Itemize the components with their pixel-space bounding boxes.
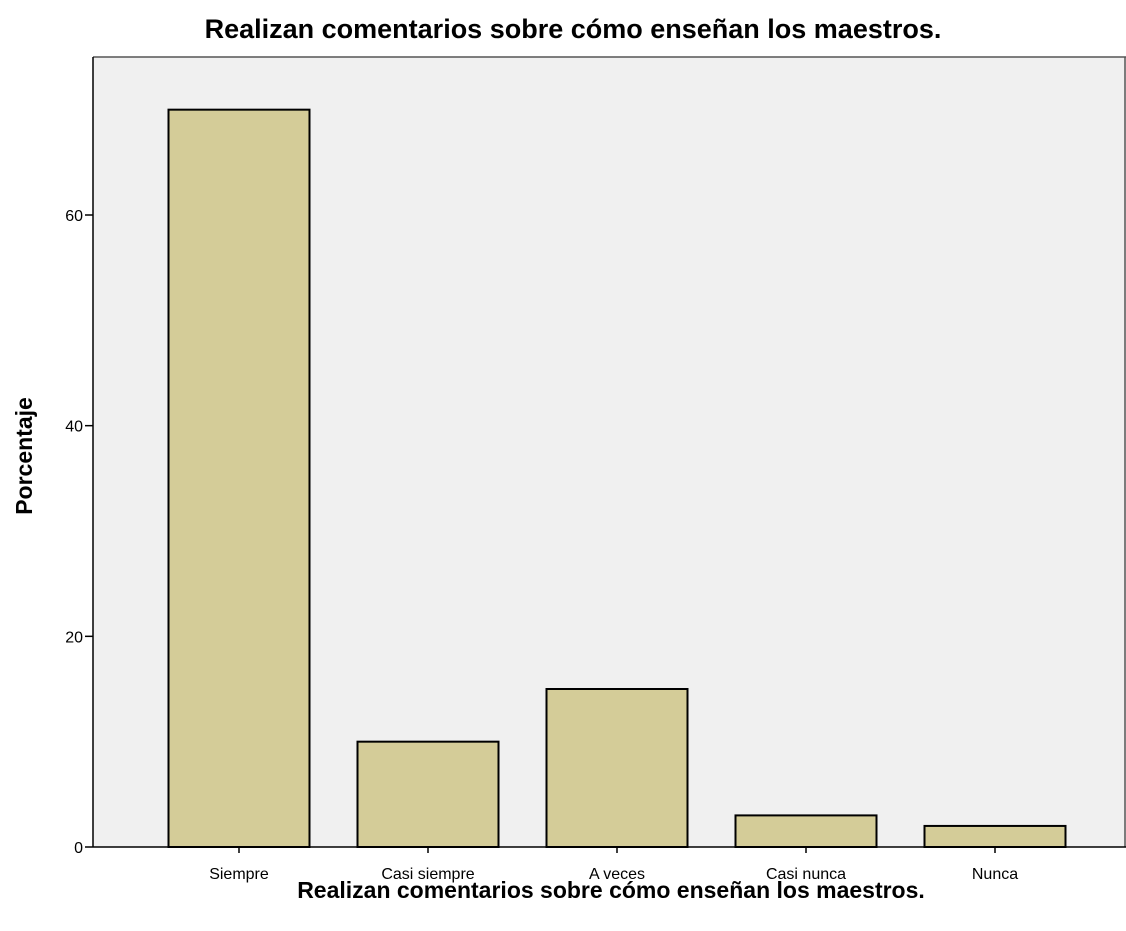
- y-axis-title: Porcentaje: [11, 397, 37, 515]
- x-tick-label: A veces: [589, 866, 645, 883]
- y-tick-label: 60: [65, 208, 83, 225]
- x-axis-title: Realizan comentarios sobre cómo enseñan …: [297, 877, 925, 903]
- bars-group: [167, 108, 1067, 849]
- bar-siempre: [167, 108, 311, 848]
- x-tick-label: Siempre: [209, 866, 269, 883]
- y-ticks-group: 0 20 40 60: [65, 208, 93, 857]
- y-tick-label: 40: [65, 419, 83, 436]
- bar-casi-nunca: [734, 814, 878, 849]
- x-tick-label: Casi siempre: [381, 866, 474, 883]
- bar-casi-siempre: [356, 740, 500, 849]
- y-tick-label: 20: [65, 629, 83, 646]
- x-ticks-group: Siempre Casi siempre A veces Casi nunca Nunc…: [209, 847, 1018, 883]
- x-tick-label: Casi nunca: [766, 866, 846, 883]
- bar-nunca: [923, 824, 1067, 849]
- y-tick-label: 0: [74, 840, 83, 857]
- x-tick-label: Nunca: [972, 866, 1018, 883]
- bar-a-veces: [545, 688, 689, 848]
- chart-title: Realizan comentarios sobre cómo enseñan …: [204, 14, 942, 44]
